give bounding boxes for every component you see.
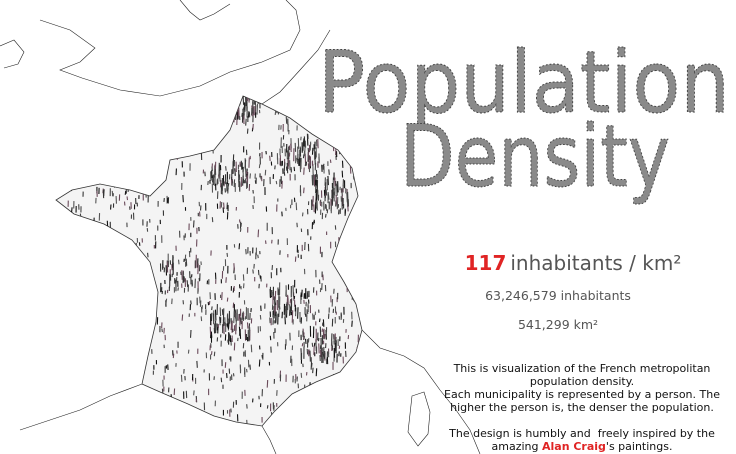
benelux-coast [261, 29, 331, 105]
title-line2: Density [400, 107, 670, 207]
population-stat: 63,246,579 inhabitants [485, 288, 631, 303]
description-text: 's paintings. [606, 440, 673, 453]
area-stat: 541,299 km² [518, 317, 598, 332]
italy-coast [361, 329, 481, 454]
title-line1: Population [318, 33, 730, 133]
uk-coast [39, 0, 301, 97]
density-value: 117 [465, 251, 507, 275]
description-line: Each municipality is represented by a pe… [444, 388, 720, 401]
coastlines [0, 0, 481, 454]
density-stat: 117 inhabitants / km² [465, 251, 682, 275]
description-line: This is visualization of the French metr… [453, 362, 711, 375]
description-line: amazing Alan Craig's paintings. [492, 440, 673, 453]
ireland-coast [0, 39, 25, 69]
uk-north [179, 0, 231, 21]
description-line: The design is humbly and freely inspired… [448, 427, 715, 440]
spain-coast [19, 383, 277, 454]
corsica [407, 391, 431, 447]
description-line: population density. [530, 375, 634, 388]
density-unit: inhabitants / km² [510, 251, 681, 275]
description-line: higher the person is, the denser the pop… [450, 401, 714, 414]
artist-name: Alan Craig [542, 440, 606, 453]
description-text: amazing [492, 440, 542, 453]
